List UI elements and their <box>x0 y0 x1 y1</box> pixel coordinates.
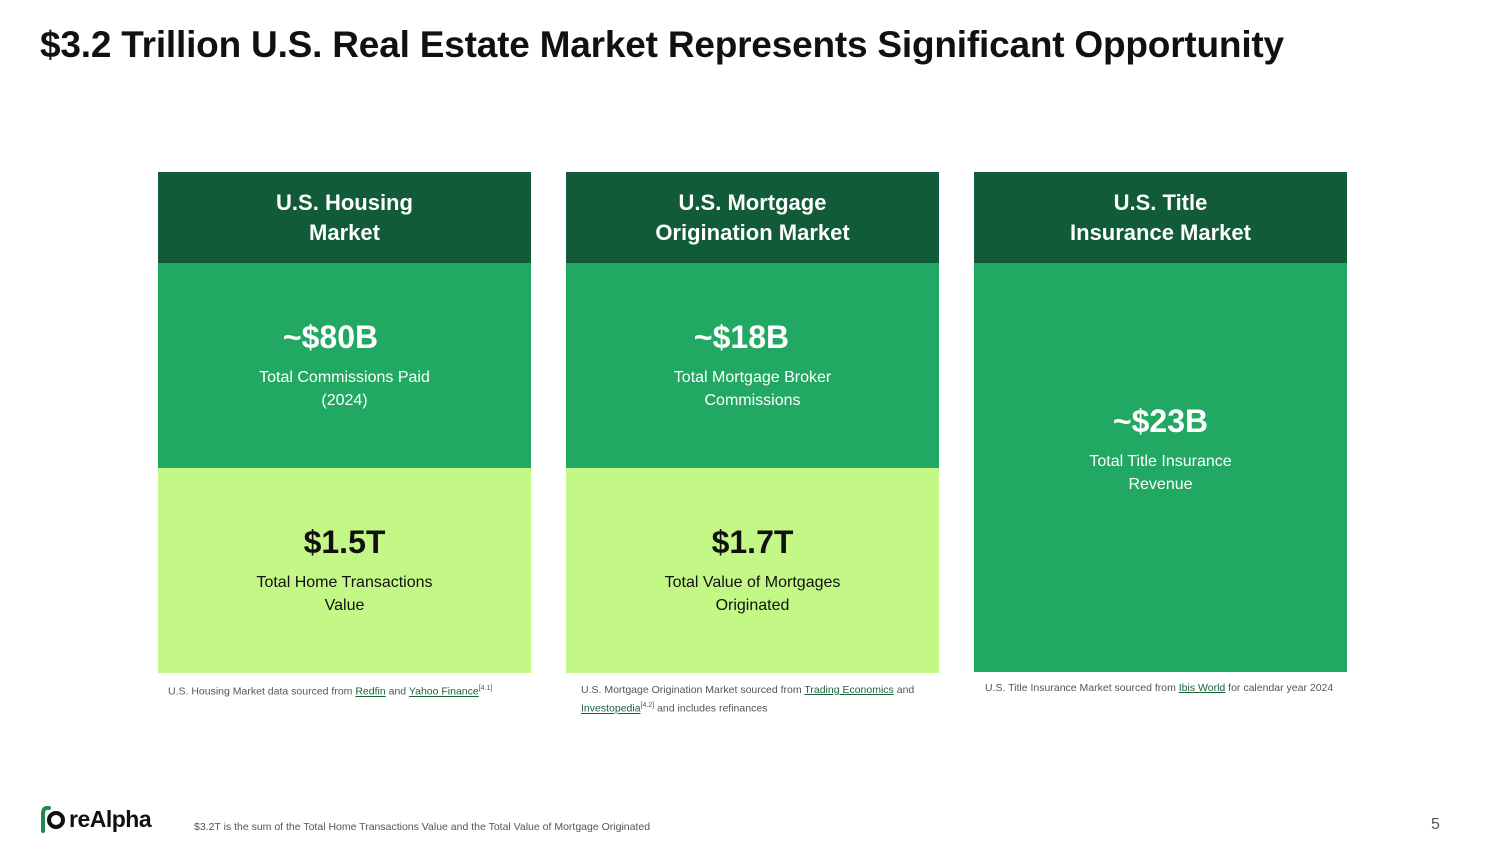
realpha-logo-text: reAlpha <box>69 805 152 832</box>
title-insurance-card: U.S. Title Insurance Market ~$23B Total … <box>974 172 1347 672</box>
mortgage-commissions-value: ~$18B <box>693 319 790 355</box>
title-header-line1: U.S. Title <box>1113 189 1208 215</box>
redfin-link[interactable]: Redfin <box>355 685 386 698</box>
housing-source-note: U.S. Housing Market data sourced from Re… <box>168 681 528 700</box>
housing-card-header: U.S. Housing Market <box>158 172 531 263</box>
housing-market-card: U.S. Housing Market ~$80B Total Commissi… <box>158 172 531 673</box>
title-revenue-block: ~$23B Total Title Insurance Revenue <box>974 263 1347 672</box>
mortgage-source-note: U.S. Mortgage Origination Market sourced… <box>581 683 941 717</box>
mortgage-header-line2: Origination Market <box>655 219 850 245</box>
mortgage-header-line1: U.S. Mortgage <box>678 189 827 215</box>
title-note-suffix: for calendar year 2024 <box>1225 682 1334 694</box>
title-card-header: U.S. Title Insurance Market <box>974 172 1347 263</box>
mortgage-originated-value: $1.7T <box>711 524 794 560</box>
mortgage-note-prefix: U.S. Mortgage Origination Market sourced… <box>581 684 805 696</box>
realpha-logo: reAlpha <box>38 805 152 833</box>
page-title: $3.2 Trillion U.S. Real Estate Market Re… <box>40 24 1284 65</box>
mortgage-market-card: U.S. Mortgage Origination Market ~$18B T… <box>566 172 939 673</box>
mortgage-originated-block: $1.7T Total Value of Mortgages Originate… <box>566 468 939 673</box>
title-header-line2: Insurance Market <box>1070 219 1251 245</box>
mortgage-commissions-block: ~$18B Total Mortgage Broker Commissions <box>566 263 939 468</box>
mortgage-originated-desc: Total Value of Mortgages Originated <box>664 574 841 614</box>
title-source-note: U.S. Title Insurance Market sourced from… <box>985 681 1340 696</box>
housing-commissions-value: ~$80B <box>282 319 379 355</box>
housing-transactions-block: $1.5T Total Home Transactions Value <box>158 468 531 673</box>
ibis-world-link[interactable]: Ibis World <box>1178 682 1226 694</box>
yahoo-finance-link[interactable]: Yahoo Finance <box>408 685 479 698</box>
housing-header-line1: U.S. Housing <box>276 189 413 215</box>
housing-note-mid: and <box>385 685 409 698</box>
page-number: 5 <box>1431 816 1440 833</box>
mortgage-note-ref: [4.2] <box>640 702 655 709</box>
realpha-logo-icon <box>41 806 65 833</box>
mortgage-card-header: U.S. Mortgage Origination Market <box>566 172 939 263</box>
housing-transactions-desc: Total Home Transactions Value <box>256 574 433 614</box>
housing-commissions-desc: Total Commissions Paid (2024) <box>259 369 430 409</box>
housing-commissions-block: ~$80B Total Commissions Paid (2024) <box>158 263 531 468</box>
housing-transactions-value: $1.5T <box>303 524 386 560</box>
footer-note: $3.2T is the sum of the Total Home Trans… <box>194 821 651 833</box>
title-revenue-desc: Total Title Insurance Revenue <box>1089 453 1232 493</box>
mortgage-commissions-desc: Total Mortgage Broker Commissions <box>673 369 832 409</box>
mortgage-note-mid: and <box>893 684 915 696</box>
housing-note-prefix: U.S. Housing Market data sourced from <box>168 685 356 698</box>
investopedia-link[interactable]: Investopedia <box>581 702 641 715</box>
housing-note-ref: [4.1] <box>478 685 493 692</box>
trading-economics-link[interactable]: Trading Economics <box>804 684 894 696</box>
title-revenue-value: ~$23B <box>1112 403 1209 439</box>
title-note-prefix: U.S. Title Insurance Market sourced from <box>985 682 1179 694</box>
housing-header-line2: Market <box>309 219 380 245</box>
mortgage-note-suffix: and includes refinances <box>654 702 768 715</box>
